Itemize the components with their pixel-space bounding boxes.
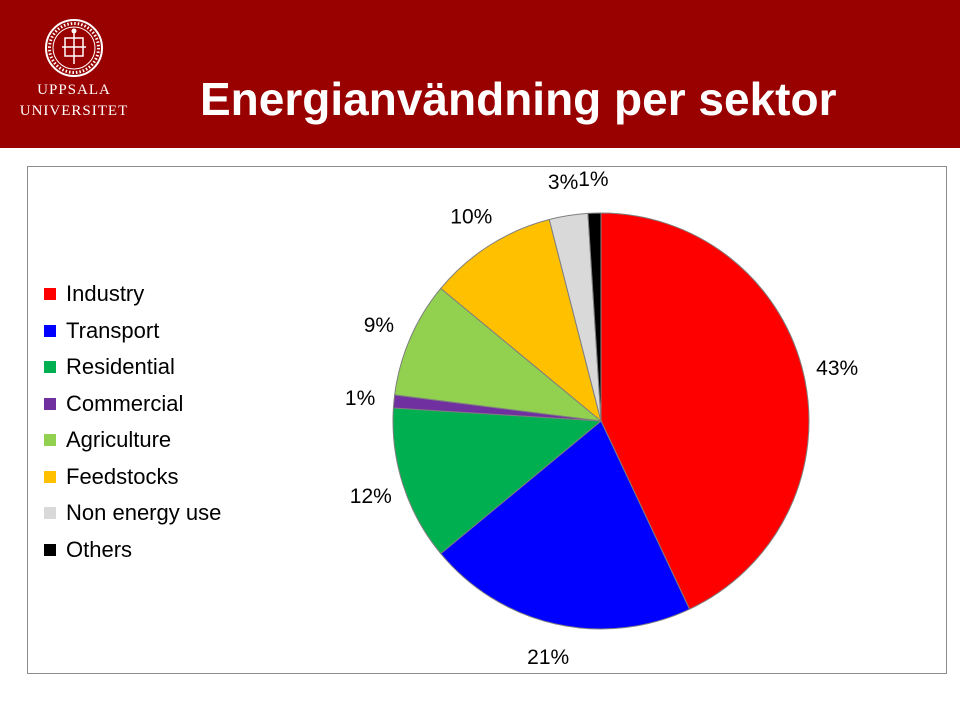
data-label: 9% — [364, 314, 394, 337]
legend-swatch — [44, 507, 56, 519]
legend-swatch — [44, 470, 56, 483]
legend-item: Transport — [44, 317, 221, 354]
legend-label: Commercial — [66, 390, 184, 416]
legend-item: Commercial — [44, 390, 221, 427]
slide-header: UPPSALA UNIVERSITET Energianvändning per… — [0, 0, 960, 148]
data-label: 21% — [527, 646, 569, 669]
logo-text-line2: UNIVERSITET — [19, 103, 129, 119]
data-label: 10% — [450, 206, 492, 229]
data-label: 12% — [350, 485, 392, 508]
pie-slice-agriculture — [394, 287, 603, 422]
legend-swatch — [44, 324, 56, 337]
pie-slice-industry — [600, 212, 810, 610]
data-label: 3% — [548, 171, 578, 194]
legend-item: Non energy use — [44, 499, 221, 536]
legend-item: Others — [44, 536, 221, 573]
legend-swatch — [44, 434, 56, 446]
slide-title: Energianvändning per sektor — [200, 73, 837, 125]
legend-label: Non energy use — [66, 500, 222, 525]
legend-label: Feedstocks — [66, 463, 179, 489]
logo-text-line1: UPPSALA — [37, 82, 111, 98]
pie-slice-transport — [440, 420, 691, 630]
legend-label: Residential — [66, 354, 175, 379]
legend-label: Others — [66, 536, 133, 562]
chart-frame: 43% 21% 12% 1% 9% 10% 3% 1% — [27, 166, 947, 674]
pie-slice-residential — [392, 407, 603, 555]
legend-label: Transport — [66, 317, 160, 343]
legend-item: Industry — [44, 280, 221, 317]
legend-item: Residential — [44, 353, 221, 390]
legend-label: Industry — [66, 281, 145, 306]
pie-chart: 43%21%12%1%9%10%3% 1% — [345, 168, 858, 669]
legend-swatch — [44, 288, 56, 300]
legend-swatch — [44, 543, 56, 556]
data-label: 1% — [345, 387, 375, 410]
legend-swatch — [44, 397, 56, 410]
legend-item: Feedstocks — [44, 463, 221, 500]
pie-slice-feedstocks — [440, 218, 602, 423]
pie-slice-others — [587, 212, 602, 422]
legend-swatch — [44, 361, 56, 373]
university-logo: UPPSALA UNIVERSITET — [18, 18, 130, 130]
university-seal-icon — [45, 19, 103, 77]
legend-label: Agriculture — [66, 427, 172, 452]
legend-item: Agriculture — [44, 426, 221, 463]
data-label: 43% — [816, 357, 858, 380]
chart-legend: Industry Transport Residential Commercial Ag… — [44, 280, 221, 572]
data-label: 1% — [578, 168, 608, 191]
